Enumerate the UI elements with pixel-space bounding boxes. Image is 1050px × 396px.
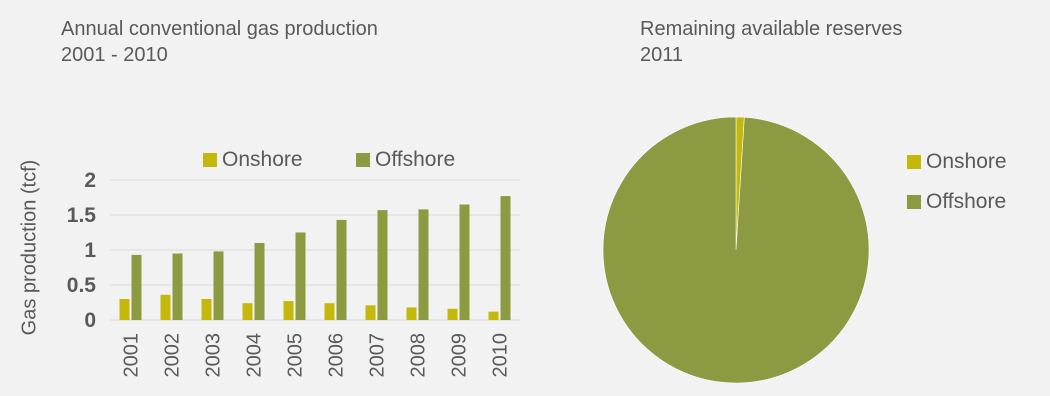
bar-offshore-2009 [459, 204, 470, 320]
bar-offshore-2003 [213, 251, 224, 320]
bar-onshore-2003 [201, 299, 212, 320]
pie-legend-offshore-label: Offshore [926, 190, 1007, 213]
bar-legend-onshore: Onshore [203, 148, 303, 172]
onshore-swatch-icon [203, 153, 217, 167]
onshore-swatch-icon [907, 155, 921, 169]
x-tick-label: 2008 [408, 333, 430, 378]
x-tick-label: 2007 [367, 333, 389, 378]
x-tick-label: 2009 [449, 333, 471, 378]
bar-offshore-2006 [336, 219, 347, 320]
pie-slice-offshore [602, 116, 870, 384]
bar-onshore-2002 [160, 294, 171, 320]
pie-chart-title: Remaining available reserves 2011 [640, 16, 902, 68]
x-tick-label: 2002 [162, 333, 184, 378]
bar-onshore-2006 [324, 303, 335, 320]
bar-onshore-2010 [488, 311, 499, 320]
x-tick-label: 2004 [244, 333, 266, 378]
y-tick-label: 1 [84, 239, 96, 262]
bar-offshore-2010 [500, 196, 511, 320]
bar-onshore-2005 [283, 301, 294, 320]
bar-onshore-2004 [242, 303, 253, 320]
bar-offshore-2004 [254, 243, 265, 320]
offshore-swatch-icon [907, 195, 921, 209]
bar-onshore-2008 [406, 307, 417, 320]
x-tick-label: 2005 [285, 333, 307, 378]
bar-offshore-2005 [295, 232, 306, 320]
y-tick-label: 0 [84, 309, 96, 332]
bar-chart-title: Annual conventional gas production 2001 … [61, 16, 378, 68]
y-tick-label: 1.5 [67, 204, 97, 227]
y-tick-label: 2 [84, 169, 96, 192]
bar-onshore-2007 [365, 305, 376, 320]
y-tick-label: 0.5 [67, 274, 97, 297]
pie-chart-title-line1: Remaining available reserves [640, 18, 903, 40]
x-tick-label: 2001 [121, 333, 143, 378]
bar-legend-offshore: Offshore [356, 148, 455, 172]
bar-onshore-2001 [119, 299, 130, 320]
bar-chart-title-line1: Annual conventional gas production [61, 18, 378, 40]
bar-offshore-2002 [172, 253, 183, 320]
bar-onshore-2009 [447, 308, 458, 320]
x-tick-label: 2003 [203, 333, 225, 378]
x-tick-label: 2010 [490, 333, 512, 378]
offshore-swatch-icon [356, 153, 370, 167]
bar-offshore-2007 [377, 210, 388, 320]
pie-legend-onshore-label: Onshore [926, 150, 1007, 173]
bar-legend-offshore-label: Offshore [375, 148, 456, 171]
bar-legend-onshore-label: Onshore [222, 148, 303, 171]
bar-offshore-2008 [418, 209, 429, 320]
x-tick-label: 2006 [326, 333, 348, 378]
pie-chart-title-line2: 2011 [640, 44, 684, 66]
bar-offshore-2001 [131, 254, 142, 320]
pie-legend-onshore: Onshore [907, 150, 1007, 174]
bar-chart-title-line2: 2001 - 2010 [61, 44, 168, 66]
pie-legend-offshore: Offshore [907, 190, 1006, 214]
